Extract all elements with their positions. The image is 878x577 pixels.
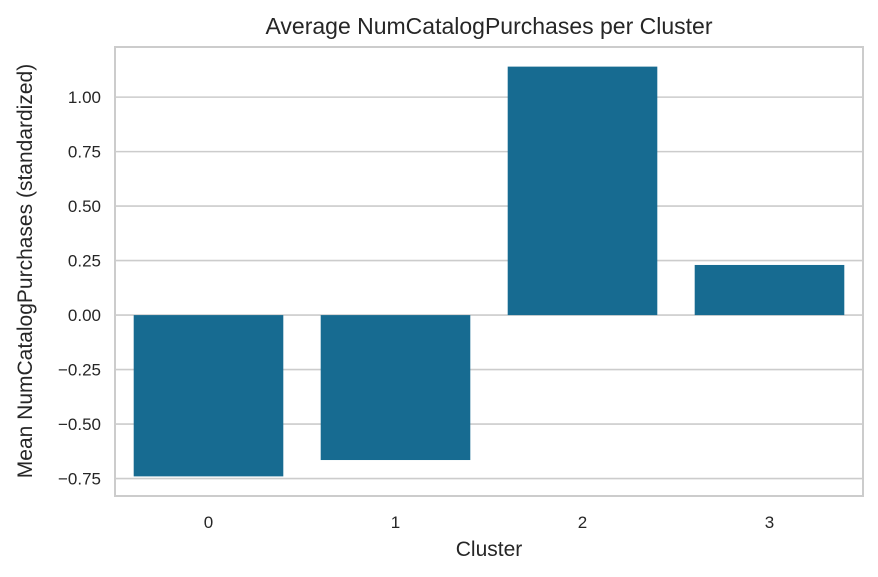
x-tick-label: 2 [578, 513, 587, 532]
x-tick-label: 3 [765, 513, 774, 532]
bar-cluster-0 [133, 315, 284, 477]
y-tick-label: 0.50 [68, 197, 101, 216]
y-axis-label: Mean NumCatalogPurchases (standardized) [14, 64, 37, 478]
y-tick-label: 0.25 [68, 252, 101, 271]
y-tick-label: 0.75 [68, 143, 101, 162]
bar-cluster-2 [507, 66, 658, 316]
x-tick-labels: 0 1 2 3 [204, 513, 774, 532]
x-tick-label: 1 [391, 513, 400, 532]
plot-frame [114, 46, 864, 497]
x-tick-label: 0 [204, 513, 213, 532]
bar-cluster-1 [320, 315, 471, 461]
y-tick-label: 1.00 [68, 88, 101, 107]
y-tick-label: 0.00 [68, 306, 101, 325]
chart-title: Average NumCatalogPurchases per Cluster [265, 13, 712, 39]
bar-cluster-3 [694, 264, 845, 316]
x-axis-label: Cluster [456, 538, 523, 561]
y-tick-label: −0.50 [58, 415, 101, 434]
bars [133, 66, 845, 477]
y-tick-label: −0.25 [58, 361, 101, 380]
y-tick-labels: −0.75 −0.50 −0.25 0.00 0.25 0.50 0.75 1.00 [58, 88, 101, 488]
y-tick-label: −0.75 [58, 470, 101, 489]
